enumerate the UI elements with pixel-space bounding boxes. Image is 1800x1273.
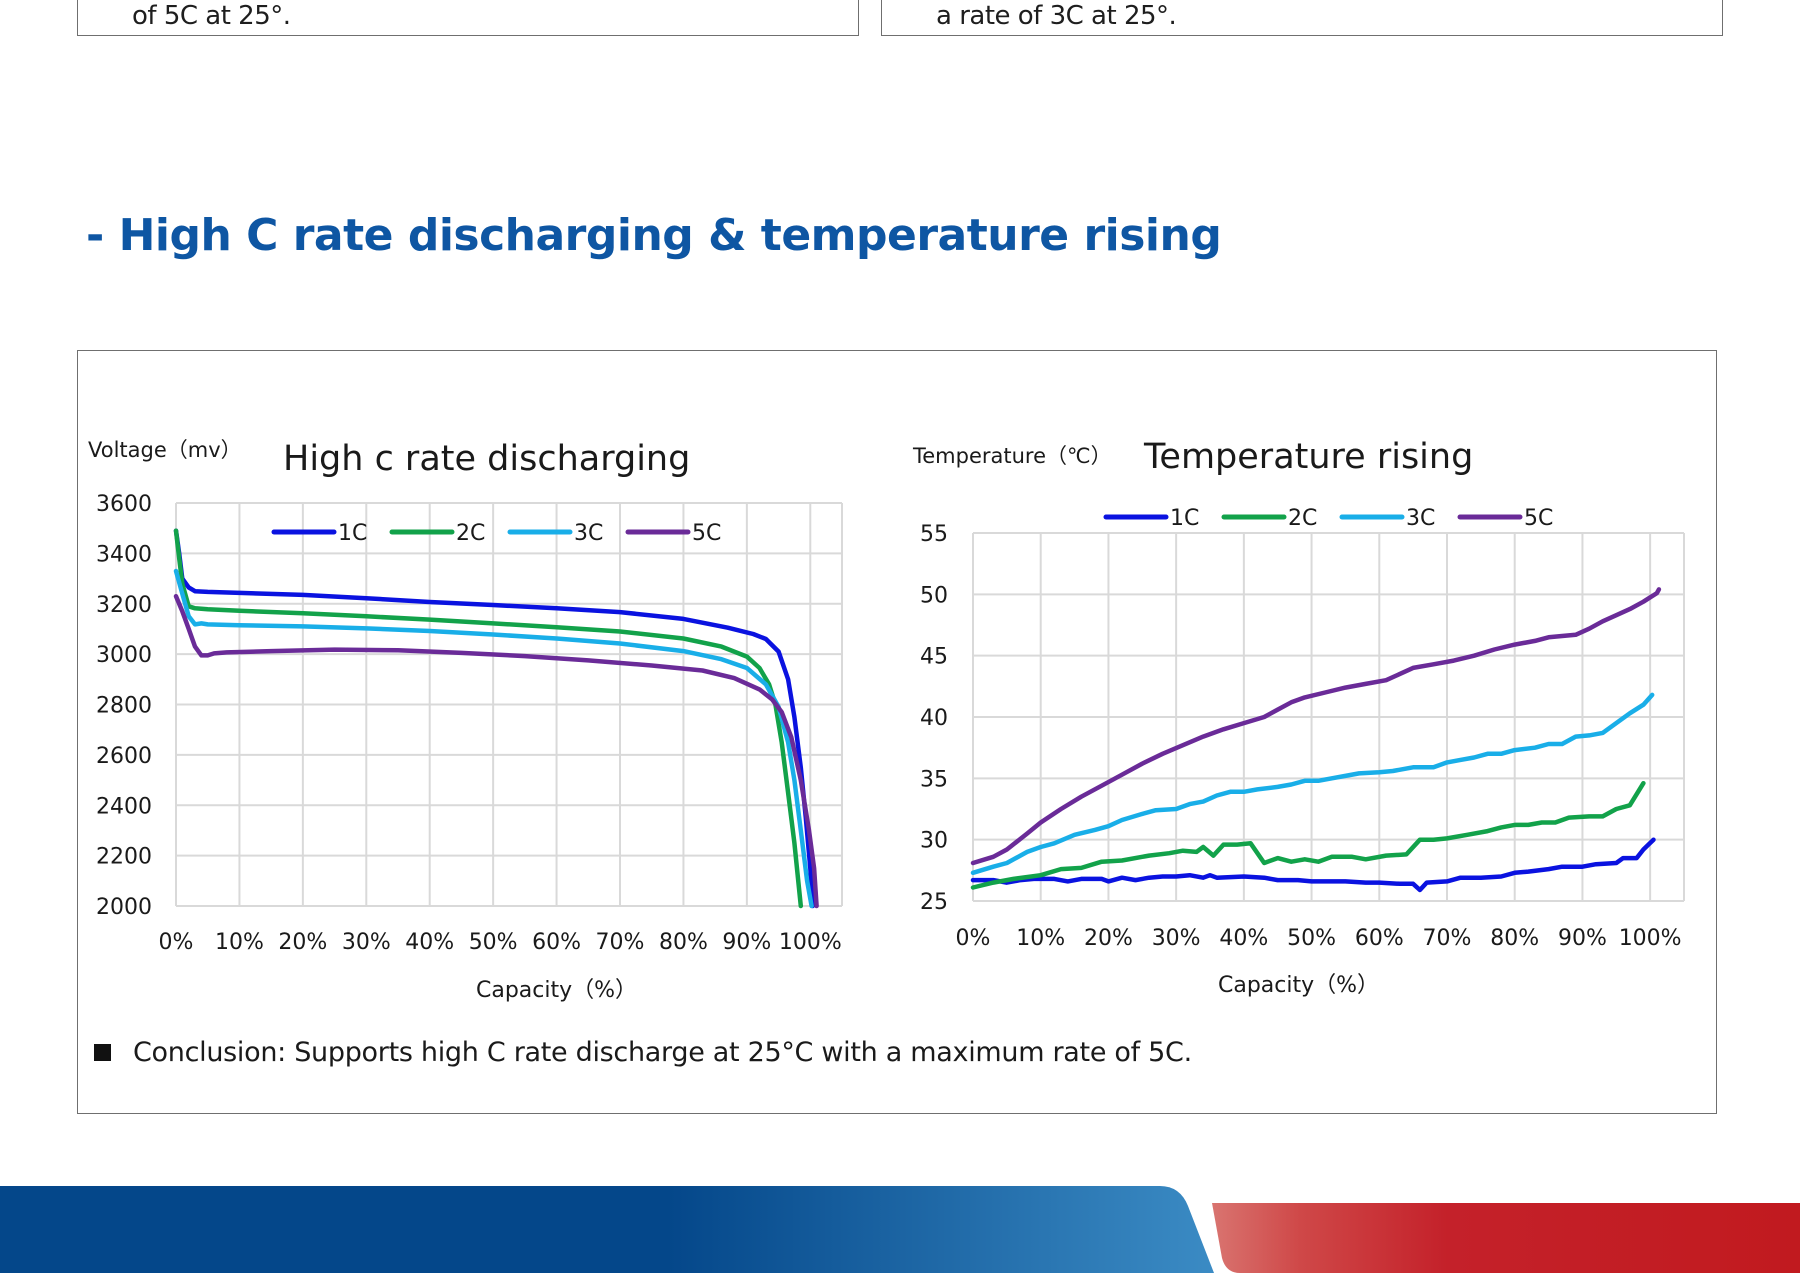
- footer-band: [0, 1186, 1800, 1273]
- square-bullet-icon: [94, 1044, 111, 1061]
- discharge-legend-item-1c: 1C: [271, 521, 367, 546]
- discharge-x-tick-label: 50%: [469, 930, 518, 955]
- temperature-series-3c: [970, 692, 1655, 876]
- discharge-legend-label: 3C: [574, 521, 603, 546]
- temperature-chart: Temperature（℃） Temperature rising 25 30 35…: [912, 437, 1685, 998]
- temperature-legend-item-5c: 5C: [1457, 506, 1553, 531]
- temperature-legend-item-2c: 2C: [1221, 506, 1317, 531]
- discharge-legend-item-5c: 5C: [625, 521, 721, 546]
- temperature-x-tick-label: 10%: [1016, 926, 1065, 951]
- charts-canvas: Voltage（mv） High c rate discharging 2000…: [88, 437, 1685, 1003]
- temperature-x-tick-label: 60%: [1355, 926, 1404, 951]
- previous-conclusion-text-right: a rate of 3C at 25°.: [936, 1, 1177, 31]
- discharge-series-3c: [173, 568, 814, 909]
- temperature-y-tick-label: 35: [920, 767, 948, 792]
- conclusion: Conclusion: Supports high C rate dischar…: [94, 1037, 1192, 1068]
- discharge-y-tick-label: 3600: [96, 492, 152, 517]
- discharge-x-tick-label: 70%: [596, 930, 645, 955]
- discharge-y-ticks: 2000 2200 2400 2600 2800 3000 3200 3400 3600: [96, 492, 152, 920]
- discharge-series-5c: [173, 593, 819, 909]
- temperature-series-5c: [970, 587, 1662, 866]
- discharge-legend-label: 2C: [456, 521, 485, 546]
- discharge-x-tick-label: 10%: [215, 930, 264, 955]
- discharge-x-ticks: 0% 10% 20% 30% 40% 50% 60% 70% 80% 90% 100%: [159, 930, 842, 955]
- temperature-grid: [972, 532, 1685, 902]
- discharge-y-tick-label: 2000: [96, 895, 152, 920]
- discharge-y-tick-label: 2600: [96, 744, 152, 769]
- discharge-legend-item-3c: 3C: [507, 521, 603, 546]
- temperature-x-tick-label: 50%: [1287, 926, 1336, 951]
- temperature-legend-item-1c: 1C: [1103, 506, 1199, 531]
- temperature-x-tick-label: 100%: [1619, 926, 1682, 951]
- discharge-x-tick-label: 30%: [342, 930, 391, 955]
- temperature-x-axis-label: Capacity（%）: [1218, 973, 1379, 998]
- discharge-legend: 1C 2C 3C 5C: [271, 521, 721, 546]
- temperature-x-tick-label: 20%: [1084, 926, 1133, 951]
- temperature-x-tick-label: 70%: [1423, 926, 1472, 951]
- temperature-x-ticks: 0% 10% 20% 30% 40% 50% 60% 70% 80% 90% 100%: [956, 926, 1682, 951]
- discharge-x-tick-label: 100%: [779, 930, 842, 955]
- temperature-y-axis-label: Temperature（℃）: [912, 444, 1112, 468]
- discharge-legend-label: 5C: [692, 521, 721, 546]
- temperature-x-tick-label: 90%: [1558, 926, 1607, 951]
- discharge-chart-title: High c rate discharging: [283, 439, 690, 479]
- discharge-x-tick-label: 40%: [405, 930, 454, 955]
- discharge-y-tick-label: 3000: [96, 643, 152, 668]
- chart-panel: Voltage（mv） High c rate discharging 2000…: [77, 350, 1717, 1114]
- discharge-x-axis-label: Capacity（%）: [476, 978, 637, 1003]
- discharge-x-tick-label: 0%: [159, 930, 194, 955]
- discharge-y-tick-label: 2400: [96, 794, 152, 819]
- temperature-y-tick-label: 50: [920, 583, 948, 608]
- temperature-legend-label: 2C: [1288, 506, 1317, 531]
- temperature-x-tick-label: 40%: [1219, 926, 1268, 951]
- discharge-series-2c: [173, 528, 804, 909]
- previous-conclusion-text-left: of 5C at 25°.: [132, 1, 291, 31]
- discharge-y-tick-label: 3400: [96, 542, 152, 567]
- discharge-y-tick-label: 2800: [96, 694, 152, 719]
- temperature-legend-item-3c: 3C: [1339, 506, 1435, 531]
- section-title: - High C rate discharging & temperature …: [86, 210, 1222, 261]
- temperature-series-1c: [970, 837, 1656, 893]
- discharge-y-tick-label: 3200: [96, 593, 152, 618]
- temperature-y-tick-label: 45: [920, 645, 948, 670]
- temperature-legend-label: 5C: [1524, 506, 1553, 531]
- temperature-legend-label: 3C: [1406, 506, 1435, 531]
- temperature-series-2c: [970, 780, 1646, 890]
- temperature-legend-label: 1C: [1170, 506, 1199, 531]
- discharge-chart: Voltage（mv） High c rate discharging 2000…: [88, 438, 843, 1003]
- discharge-series-lines: [173, 528, 819, 909]
- discharge-legend-label: 1C: [338, 521, 367, 546]
- temperature-x-tick-label: 0%: [956, 926, 991, 951]
- temperature-y-tick-label: 40: [920, 706, 948, 731]
- temperature-y-tick-label: 55: [920, 522, 948, 547]
- discharge-y-axis-label: Voltage（mv）: [88, 438, 242, 462]
- footer-red-shape: [1212, 1203, 1800, 1273]
- previous-conclusion-box-left: of 5C at 25°.: [77, 0, 859, 36]
- temperature-y-tick-label: 30: [920, 829, 948, 854]
- discharge-series-1c: [173, 528, 816, 909]
- discharge-x-tick-label: 80%: [659, 930, 708, 955]
- discharge-x-tick-label: 60%: [532, 930, 581, 955]
- discharge-y-tick-label: 2200: [96, 845, 152, 870]
- temperature-legend: 1C 2C 3C 5C: [1103, 506, 1553, 531]
- temperature-y-tick-label: 25: [920, 890, 948, 915]
- discharge-legend-item-2c: 2C: [389, 521, 485, 546]
- temperature-y-ticks: 25 30 35 40 45 50 55: [920, 522, 948, 915]
- discharge-grid: [175, 502, 843, 907]
- temperature-x-tick-label: 30%: [1152, 926, 1201, 951]
- footer-blue-shape: [0, 1186, 1214, 1273]
- conclusion-text: Conclusion: Supports high C rate dischar…: [133, 1037, 1192, 1068]
- discharge-x-tick-label: 20%: [278, 930, 327, 955]
- previous-conclusion-box-right: a rate of 3C at 25°.: [881, 0, 1723, 36]
- temperature-x-tick-label: 80%: [1490, 926, 1539, 951]
- temperature-chart-title: Temperature rising: [1143, 437, 1473, 477]
- discharge-x-tick-label: 90%: [722, 930, 771, 955]
- temperature-series-lines: [970, 587, 1662, 893]
